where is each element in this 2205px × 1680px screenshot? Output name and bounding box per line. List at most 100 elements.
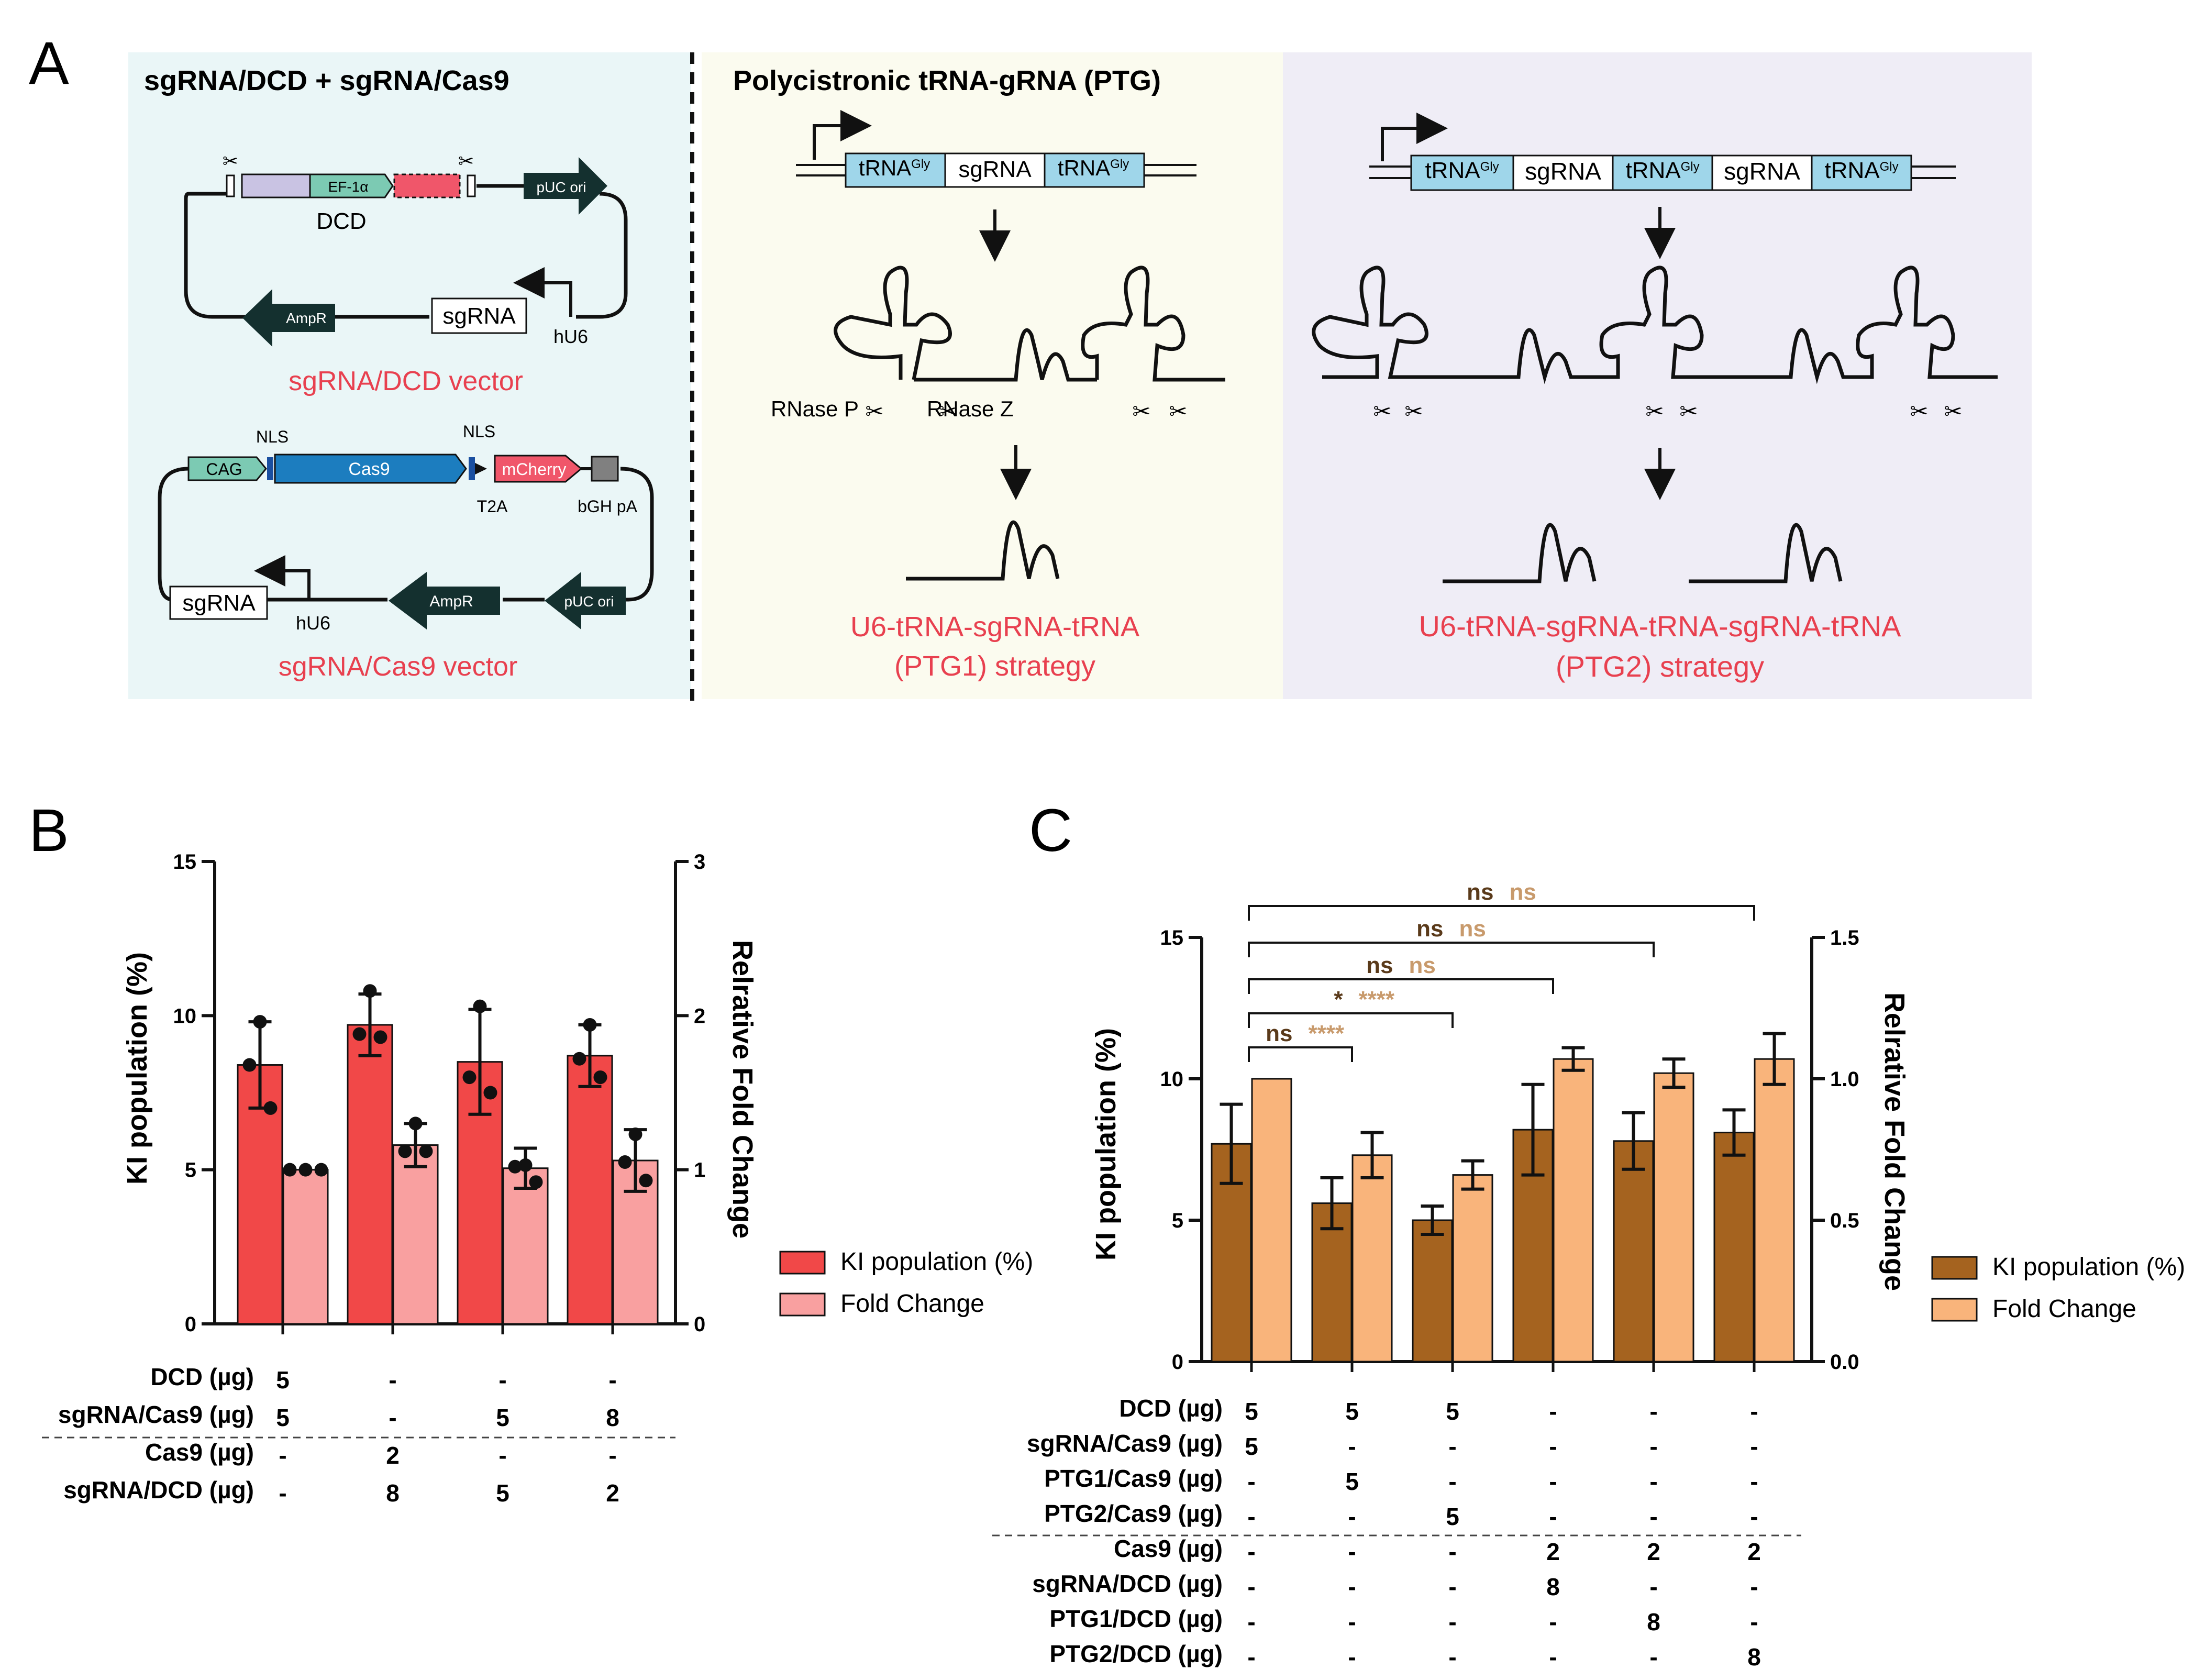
- ptg2-transcript: [1312, 266, 1998, 384]
- cas9-gene: [274, 454, 467, 484]
- bar: [1653, 1072, 1694, 1363]
- significance-label-fold: ns: [1459, 916, 1486, 942]
- table-cell: -: [1649, 1573, 1657, 1600]
- panel-a: A sgRNA/DCD + sgRNA/Cas9 EF-1α ✂ ✂ DCD p…: [29, 30, 2032, 702]
- panel-b: B KI population (%) Relrative Fold Chang…: [29, 797, 1033, 1507]
- data-point: [628, 1127, 642, 1141]
- bgh-pa-block: [591, 456, 619, 482]
- table-cell: 5: [1345, 1398, 1359, 1425]
- y-axis-label: KI population (%): [1090, 1028, 1122, 1261]
- table-cell: -: [1448, 1538, 1456, 1565]
- table-cell: -: [1750, 1503, 1758, 1530]
- data-point: [352, 1027, 367, 1041]
- nls-label: NLS: [463, 422, 495, 441]
- table-cell: -: [1549, 1503, 1557, 1530]
- significance-label-fold: ns: [1510, 879, 1536, 905]
- ptg1-caption: (PTG1) strategy: [894, 650, 1095, 682]
- nls-marker: [469, 457, 475, 480]
- significance-label-fold: ****: [1309, 1021, 1345, 1046]
- table-cell: 8: [1747, 1643, 1761, 1671]
- legend-label-ki: KI population (%): [840, 1248, 1033, 1276]
- table-cell: 5: [276, 1404, 290, 1431]
- table-cell: 5: [1446, 1503, 1459, 1530]
- panel-c: C KI population (%) Relrative Fold Chang…: [992, 797, 2185, 1671]
- sgrna-structure: [914, 328, 1097, 382]
- table-cell: -: [1549, 1398, 1557, 1425]
- table-cell: 2: [386, 1442, 400, 1469]
- legend-swatch-fold: [779, 1292, 826, 1317]
- panel-c-letter: C: [1029, 797, 1072, 864]
- table-cell: -: [1549, 1608, 1557, 1635]
- table-cell: -: [608, 1442, 616, 1469]
- y-tick-label-right: 0: [694, 1313, 705, 1336]
- bgh-label: bGH pA: [578, 497, 637, 516]
- table-cell: -: [1750, 1608, 1758, 1635]
- hu6-label: hU6: [553, 326, 588, 347]
- table-cell: -: [389, 1404, 396, 1431]
- y-tick-label-right: 3: [694, 850, 705, 874]
- table-cell: -: [608, 1366, 616, 1394]
- significance-bracket: [1248, 1046, 1353, 1062]
- bar: [1351, 1154, 1393, 1363]
- legend-swatch-ki: [1931, 1256, 1978, 1280]
- table-cell: 5: [1345, 1468, 1359, 1495]
- scissors-icon: ✂: [1132, 399, 1150, 424]
- table-cell: -: [1649, 1643, 1657, 1671]
- bar: [1754, 1058, 1795, 1363]
- dcd-vector-caption: sgRNA/DCD vector: [289, 366, 523, 396]
- sgrna-box: [169, 585, 268, 620]
- data-point: [283, 1163, 297, 1177]
- y-tick-label-left: 15: [1160, 926, 1184, 949]
- panel-b-letter: B: [29, 797, 69, 864]
- data-point: [263, 1101, 278, 1115]
- y-tick-label-right: 2: [694, 1004, 705, 1027]
- table-cell: 2: [1546, 1538, 1560, 1565]
- legend-swatch-fold: [1931, 1298, 1978, 1322]
- ptg1-diagram: tRNAGly sgRNA tRNAGly ✂ ✂ ✂ ✂ RNase P RN…: [771, 110, 1225, 682]
- bar: [1412, 1219, 1453, 1363]
- data-point: [373, 1030, 387, 1044]
- y-tick-label-left: 5: [185, 1159, 196, 1182]
- bar: [502, 1167, 549, 1325]
- ptg2-diagram: tRNAGly sgRNA tRNAGly sgRNA tRNAGly ✂ ✂ …: [1312, 113, 1998, 683]
- scissors-icon: ✂: [1169, 399, 1187, 424]
- bar: [1553, 1058, 1594, 1363]
- data-point: [298, 1163, 313, 1177]
- table-cell: -: [1448, 1468, 1456, 1495]
- bar: [1251, 1078, 1292, 1363]
- table-cell: 8: [386, 1479, 400, 1507]
- scissors-icon: ✂: [1944, 399, 1962, 424]
- ampr-label: AmpR: [429, 593, 473, 610]
- ampr-label: AmpR: [286, 310, 327, 326]
- table-cell: -: [1750, 1573, 1758, 1600]
- dcd-vector: EF-1α ✂ ✂ DCD pUC ori AmpR sgRNA hU6 sgR…: [184, 150, 628, 396]
- significance-label-ki: ns: [1416, 916, 1443, 942]
- y-tick-label-right: 1.5: [1830, 926, 1859, 949]
- table-cell: -: [1247, 1573, 1255, 1600]
- table-cell: -: [1348, 1538, 1356, 1565]
- table-row-label: DCD (µg): [1119, 1395, 1223, 1422]
- trna-label: tRNAGly: [1824, 158, 1898, 183]
- cas9-label: Cas9: [348, 459, 390, 479]
- table-cell: -: [1448, 1433, 1456, 1460]
- scissors-icon: ✂: [223, 150, 238, 172]
- table-cell: -: [1348, 1503, 1356, 1530]
- panel-a-mid-bg: [702, 52, 1283, 699]
- panel-a-letter: A: [29, 30, 69, 97]
- donor-cassette: [393, 173, 461, 198]
- cag-promoter: [187, 456, 267, 481]
- trna-label: tRNAGly: [1425, 158, 1499, 183]
- table-row-label: PTG1/DCD (µg): [1049, 1605, 1223, 1632]
- cas9-vector: CAG Cas9 mCherry NLS NLS T2A bGH pA sgRN…: [158, 422, 654, 682]
- nls-marker: [267, 457, 273, 480]
- mcherry-gene: [494, 455, 583, 483]
- scissors-icon: ✂: [1373, 399, 1391, 424]
- cas9-vector-caption: sgRNA/Cas9 vector: [279, 651, 518, 682]
- data-point: [508, 1159, 522, 1174]
- table-cell: -: [279, 1442, 286, 1469]
- data-point: [583, 1018, 597, 1032]
- table-row-label: sgRNA/Cas9 (µg): [1027, 1430, 1223, 1457]
- table-row-label: sgRNA/DCD (µg): [63, 1476, 254, 1504]
- y-tick-label-right: 1.0: [1830, 1068, 1859, 1091]
- ptg2-caption: (PTG2) strategy: [1556, 650, 1764, 683]
